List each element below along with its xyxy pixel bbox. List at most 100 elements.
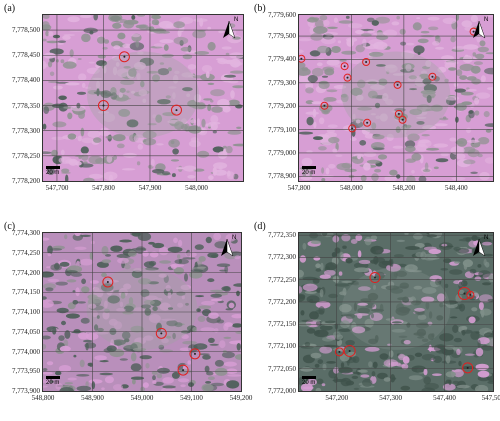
y-tick-label: 7,778,400 [12, 76, 40, 85]
y-tick-label: 7,774,000 [12, 347, 40, 356]
scale-label: 20 m [302, 380, 316, 386]
north-arrow-icon [473, 20, 486, 39]
satellite-map [298, 14, 494, 182]
x-tick-label: 547,500 [481, 394, 500, 402]
y-tick-label: 7,774,150 [12, 288, 40, 297]
y-tick-label: 7,772,050 [268, 364, 296, 373]
north-label: N [484, 17, 489, 23]
map-panel-d: (d) 7,772,350 7,772,300 7,772,250 7,772,200 7… [250, 218, 500, 421]
y-tick-label: 7,778,500 [12, 26, 40, 35]
x-tick-label: 549,000 [130, 394, 154, 402]
tree-marker [462, 362, 474, 374]
tree-marker [102, 276, 114, 288]
y-tick-label: 7,778,300 [12, 126, 40, 135]
x-tick-label: 547,300 [379, 394, 402, 402]
y-tick-label: 7,772,100 [268, 342, 296, 351]
y-tick-label: 7,779,500 [268, 32, 296, 41]
satellite-map [42, 232, 242, 392]
north-arrow-icon [221, 238, 234, 257]
x-tick-label: 547,400 [433, 394, 456, 402]
tree-marker [369, 272, 381, 284]
x-tick-label: 547,900 [138, 184, 162, 192]
map-image [43, 15, 243, 181]
map-image [43, 233, 241, 391]
satellite-map [42, 14, 244, 182]
tree-marker [334, 347, 344, 357]
scale-bar [46, 376, 60, 379]
tree-marker [363, 118, 372, 127]
y-tick-label: 7,778,250 [12, 151, 40, 160]
tree-marker [343, 344, 356, 357]
x-tick-label: 548,000 [185, 184, 208, 192]
y-tick-label: 7,779,100 [268, 125, 296, 134]
tree-marker [340, 62, 349, 71]
tree-marker [320, 101, 329, 110]
x-tick-label: 548,400 [444, 184, 468, 192]
north-label: N [234, 17, 239, 23]
x-tick-label: 548,200 [392, 184, 416, 192]
y-tick-label: 7,779,300 [268, 78, 296, 87]
y-tick-label: 7,778,200 [12, 177, 40, 185]
tree-marker [457, 287, 471, 301]
tree-marker [394, 109, 403, 118]
tree-marker [118, 51, 130, 63]
map-panel-a: (a) 7,778,500 7,778,450 7,778,400 7,778,350 7… [0, 0, 250, 203]
scale-label: 20 m [46, 380, 60, 386]
x-tick-label: 547,800 [92, 184, 115, 192]
x-tick-label: 548,900 [81, 394, 104, 402]
scale-label: 20 m [46, 170, 60, 176]
north-label: N [232, 235, 237, 241]
tree-marker [189, 348, 201, 360]
tree-marker [177, 364, 189, 376]
y-tick-label: 7,778,450 [12, 51, 40, 60]
y-tick-label: 7,774,100 [12, 308, 40, 316]
panel-label: (b) [254, 3, 266, 14]
satellite-map [298, 232, 494, 392]
y-tick-label: 7,779,600 [268, 11, 296, 19]
map-image [299, 15, 493, 181]
tree-marker [155, 327, 167, 339]
y-tick-label: 7,772,150 [268, 320, 296, 329]
tree-marker [466, 290, 475, 299]
x-tick-label: 547,700 [45, 184, 69, 192]
y-tick-label: 7,774,300 [12, 229, 40, 237]
panel-label: (a) [4, 3, 16, 14]
north-arrow-icon [473, 238, 486, 257]
tree-marker [362, 57, 371, 66]
x-tick-label: 547,800 [287, 184, 311, 192]
tree-marker [170, 104, 182, 116]
y-tick-label: 7,772,350 [268, 231, 296, 240]
x-tick-label: 547,200 [325, 394, 349, 402]
north-label: N [484, 235, 489, 241]
scale-label: 20 m [302, 170, 316, 176]
y-tick-label: 7,779,200 [268, 102, 296, 111]
x-tick-label: 548,800 [31, 394, 55, 402]
north-arrow-icon [223, 20, 236, 39]
panel-label: (d) [254, 221, 266, 232]
y-tick-label: 7,774,250 [12, 248, 40, 257]
scale-bar [302, 166, 316, 169]
y-tick-label: 7,773,950 [12, 367, 40, 376]
y-tick-label: 7,773,900 [12, 387, 40, 395]
tree-marker [393, 80, 402, 89]
y-tick-label: 7,774,050 [12, 327, 40, 336]
panel-label: (c) [4, 221, 16, 232]
map-image [299, 233, 493, 391]
tree-marker [343, 73, 352, 82]
y-tick-label: 7,778,900 [268, 172, 296, 181]
y-tick-label: 7,772,200 [268, 297, 296, 306]
map-panel-b: (b) 7,779,600 7,779,500 7,779,400 7,779,300 7… [250, 0, 500, 203]
map-panel-c: (c) 7,774,300 7,774,250 7,774,200 7,774,150 7… [0, 218, 253, 421]
y-tick-label: 7,772,000 [268, 387, 296, 395]
y-tick-label: 7,779,000 [268, 148, 296, 157]
y-tick-label: 7,772,300 [268, 253, 296, 262]
x-tick-label: 549,200 [229, 394, 253, 402]
tree-marker [299, 54, 306, 63]
y-tick-label: 7,772,250 [268, 275, 296, 284]
scale-bar [46, 166, 60, 169]
tree-marker [97, 100, 109, 112]
tree-marker [428, 72, 437, 81]
tree-marker [348, 124, 357, 133]
tree-marker [398, 115, 407, 124]
y-tick-label: 7,774,200 [12, 268, 40, 277]
